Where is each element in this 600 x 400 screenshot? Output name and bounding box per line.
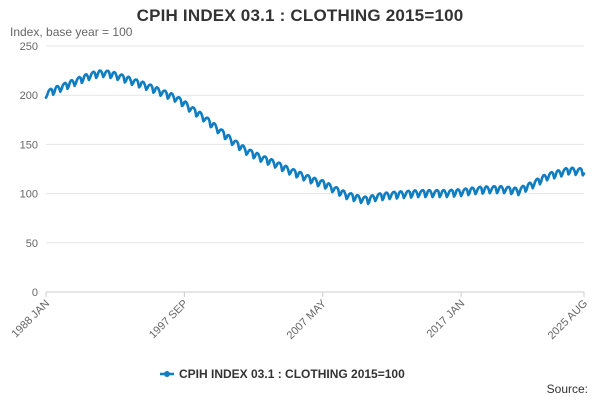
y-tick-label: 100 <box>20 189 38 201</box>
x-tick-label: 1997 SEP <box>147 298 191 342</box>
gridlines <box>46 45 584 293</box>
series-line <box>44 69 586 206</box>
y-tick-label: 150 <box>20 139 38 151</box>
legend-entry-label: CPIH INDEX 03.1 : CLOTHING 2015=100 <box>179 367 405 381</box>
x-tick-label: 2025 AUG <box>546 298 590 342</box>
x-tick-label: 1988 JAN <box>9 298 52 341</box>
y-axis-label: Index, base year = 100 <box>10 25 133 39</box>
legend: CPIH INDEX 03.1 : CLOTHING 2015=100 <box>160 367 405 381</box>
y-tick-label: 250 <box>20 41 38 53</box>
y-tick-label: 50 <box>26 238 38 250</box>
x-tick-label: 2007 MAY <box>285 297 330 342</box>
source-label: Source: <box>546 382 588 396</box>
y-tick-labels: 0 50 100 150 200 250 <box>20 41 38 299</box>
y-tick-label: 0 <box>32 287 38 299</box>
x-tick-label: 2017 JAN <box>425 298 468 341</box>
chart-title: CPIH INDEX 03.1 : CLOTHING 2015=100 <box>136 6 464 25</box>
x-tick-labels: 1988 JAN 1997 SEP 2007 MAY 2017 JAN 2025 AUG <box>9 292 590 342</box>
legend-dot-marker <box>164 371 170 377</box>
y-tick-label: 200 <box>20 90 38 102</box>
